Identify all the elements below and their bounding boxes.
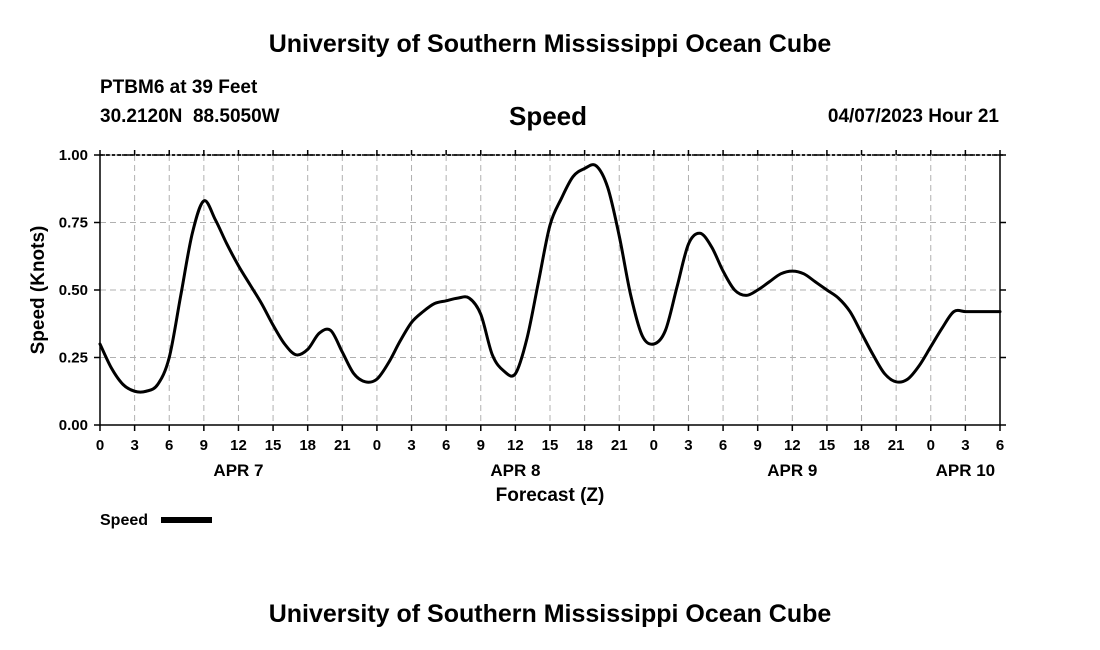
x-tick-label: 12 bbox=[784, 437, 801, 454]
x-tick-label: 21 bbox=[334, 437, 351, 454]
station-coordinates: 30.2120N 88.5050W bbox=[100, 106, 280, 127]
x-tick-label: 3 bbox=[407, 437, 415, 454]
x-tick-label: 6 bbox=[442, 437, 450, 454]
x-tick-label: 3 bbox=[961, 437, 969, 454]
x-tick-label: 0 bbox=[650, 437, 658, 454]
footer-title: University of Southern Mississippi Ocean… bbox=[268, 600, 832, 628]
x-tick-label: 18 bbox=[576, 437, 593, 454]
date-label: APR 10 bbox=[936, 461, 996, 480]
x-tick-label: 6 bbox=[996, 437, 1004, 454]
x-tick-label: 3 bbox=[130, 437, 138, 454]
x-tick-label: 12 bbox=[230, 437, 247, 454]
x-tick-label: 18 bbox=[853, 437, 870, 454]
axis-labels: 0 3 6 9 12 15 18 21 0 3 6 9 12 15 18 21 0 3 6 9 12 15 18 21 0 3 6 0… bbox=[59, 147, 1004, 480]
y-tick-label: 0.75 bbox=[59, 215, 88, 232]
x-tick-label: 15 bbox=[542, 437, 559, 454]
x-tick-label: 21 bbox=[611, 437, 628, 454]
date-label: APR 8 bbox=[490, 461, 540, 480]
y-tick-label: 0.25 bbox=[59, 350, 88, 367]
y-tick-label: 1.00 bbox=[59, 147, 88, 164]
x-tick-label: 15 bbox=[819, 437, 836, 454]
x-tick-label: 12 bbox=[507, 437, 524, 454]
x-tick-label: 0 bbox=[96, 437, 104, 454]
x-tick-label: 6 bbox=[165, 437, 173, 454]
forecast-timestamp: 04/07/2023 Hour 21 bbox=[827, 106, 999, 127]
speed-series-line bbox=[98, 163, 1002, 394]
x-tick-label: 9 bbox=[754, 437, 762, 454]
y-tick-label: 0.00 bbox=[59, 417, 88, 434]
legend-label: Speed bbox=[100, 512, 148, 529]
date-label: APR 9 bbox=[767, 461, 817, 480]
date-label: APR 7 bbox=[213, 461, 263, 480]
y-axis-label: Speed (Knots) bbox=[28, 226, 49, 355]
x-axis-label: Forecast (Z) bbox=[496, 485, 605, 506]
x-tick-label: 6 bbox=[719, 437, 727, 454]
station-name: PTBM6 at 39 Feet bbox=[100, 77, 258, 98]
x-tick-label: 21 bbox=[888, 437, 905, 454]
grid bbox=[100, 155, 1000, 425]
y-tick-label: 0.50 bbox=[59, 282, 88, 299]
x-tick-label: 0 bbox=[927, 437, 935, 454]
variable-title: Speed bbox=[509, 101, 588, 131]
x-tick-label: 15 bbox=[265, 437, 282, 454]
axis-ticks bbox=[94, 150, 1006, 431]
chart-title: University of Southern Mississippi Ocean… bbox=[268, 30, 832, 58]
x-tick-label: 3 bbox=[684, 437, 692, 454]
x-tick-label: 9 bbox=[477, 437, 485, 454]
x-tick-label: 0 bbox=[373, 437, 381, 454]
x-tick-label: 18 bbox=[299, 437, 316, 454]
x-tick-label: 9 bbox=[200, 437, 208, 454]
